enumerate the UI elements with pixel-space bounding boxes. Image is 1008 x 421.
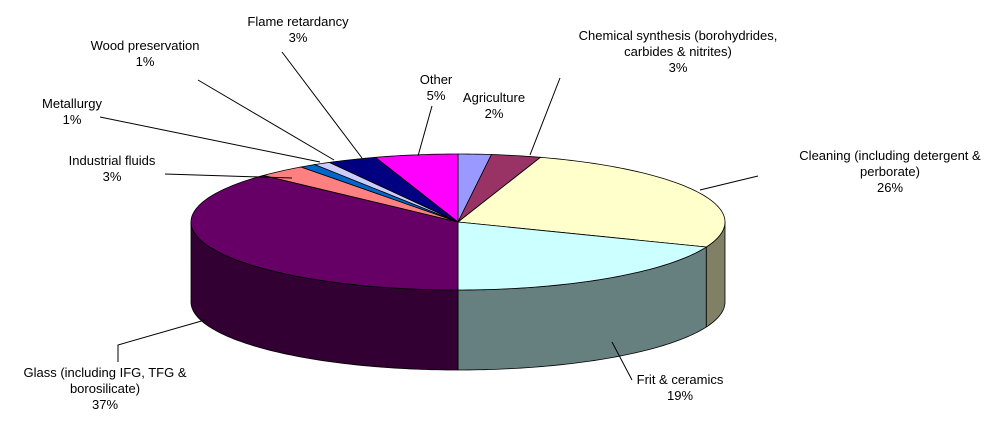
leader-line [417,105,433,157]
value-label: 1% [135,54,155,69]
category-label: Flame retardancy [247,14,349,29]
leader-line [164,173,293,179]
value-label: 5% [426,88,446,103]
slice [456,156,726,248]
category-label: Wood preservation [90,38,200,53]
slice [374,153,459,223]
leader-line [281,51,363,159]
value-label: 2% [484,106,504,121]
category-label: Metallurgy [42,96,102,111]
value-label: 3% [668,60,688,75]
category-label: Other [419,72,453,87]
slice [190,175,459,291]
leader-line [197,79,335,161]
slice [457,221,708,291]
slice-label: Flame retardancy 3% [228,14,368,46]
category-label: Cleaning (including detergent & perborat… [799,148,981,179]
value-label: 19% [666,388,694,403]
leader-line [99,116,321,163]
category-label: Agriculture [462,90,526,105]
slice-label: Industrial fluids 3% [37,153,187,185]
category-label: Frit & ceramics [636,372,724,387]
slice-label: Glass (including IFG, TFG & borosilicate… [0,365,215,413]
leader-line [117,319,206,362]
leader-line [529,77,561,156]
slice [263,166,459,223]
category-label: Chemical synthesis (borohydrides, carbid… [578,28,778,59]
slice-label: Metallurgy 1% [22,96,122,128]
leader-line [699,175,759,191]
slice-label: Wood preservation 1% [70,38,220,70]
slice-label: Other 5% [396,72,476,104]
value-label: 1% [62,112,82,127]
slice [327,156,459,223]
category-label: Glass (including IFG, TFG & borosilicate… [23,365,187,396]
category-label: Industrial fluids [68,153,156,168]
value-label: 3% [288,30,308,45]
slice-label: Chemical synthesis (borohydrides, carbid… [573,28,783,76]
slice-label: Cleaning (including detergent & perborat… [770,148,1008,196]
slice-label: Frit & ceramics 19% [610,372,750,404]
leader-line [611,341,633,381]
slice [457,154,542,223]
value-label: 3% [102,169,122,184]
slice-label: Agriculture 2% [434,90,554,122]
value-label: 37% [91,397,119,412]
value-label: 26% [876,180,904,195]
